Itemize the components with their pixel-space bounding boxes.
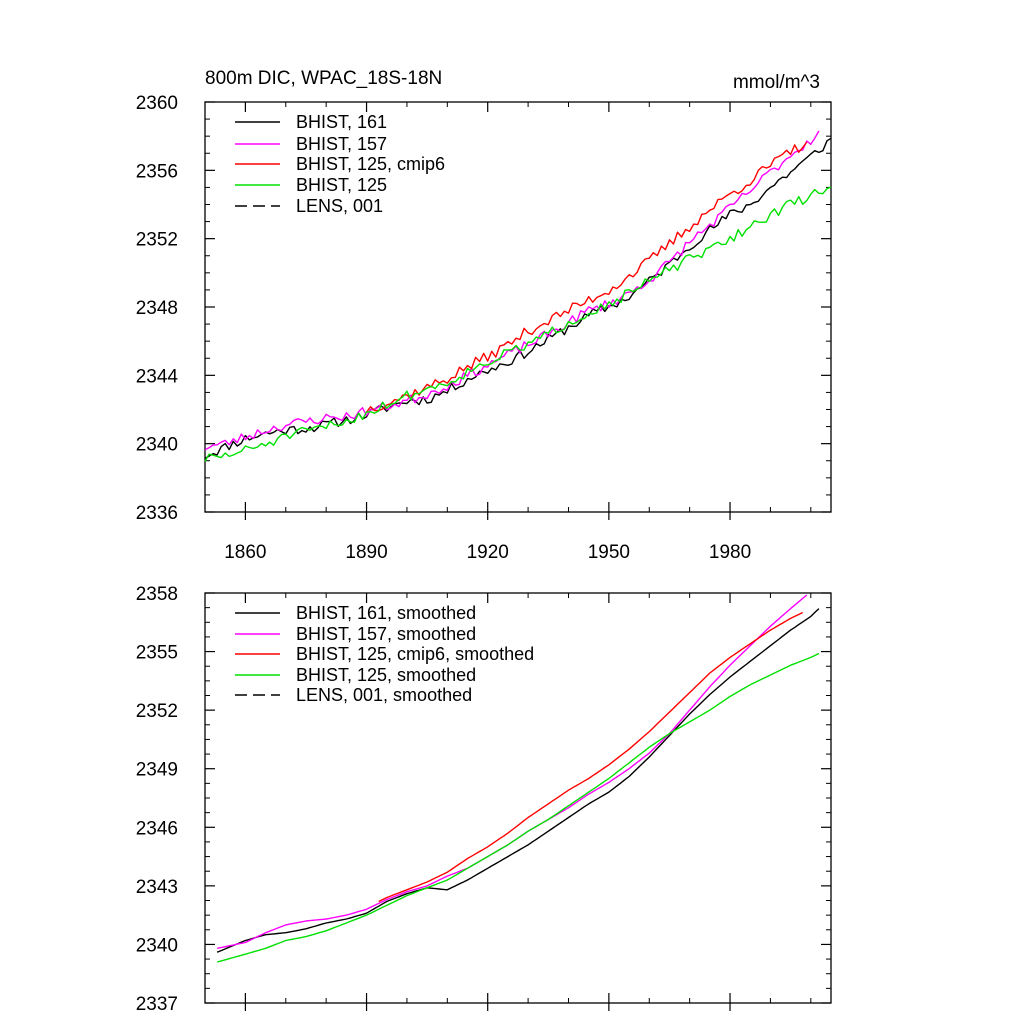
y-tick-label: 2358: [136, 584, 178, 605]
legend-label: BHIST, 161, smoothed: [296, 603, 476, 623]
y-tick-label: 2336: [136, 503, 178, 524]
x-tick-label: 1890: [345, 542, 387, 563]
y-tick-label: 2343: [136, 877, 178, 898]
legend-label: BHIST, 161: [296, 112, 387, 132]
x-tick-label: 1920: [467, 542, 509, 563]
y-tick-label: 2346: [136, 818, 178, 839]
y-tick-label: 2340: [136, 935, 178, 956]
top-legend: BHIST, 161 BHIST, 157 BHIST, 125, cmip6 …: [235, 112, 445, 216]
legend-label: BHIST, 157: [296, 134, 387, 154]
x-tick-label: 1860: [224, 542, 266, 563]
top-chart-units: mmol/m^3: [733, 72, 820, 93]
legend-label: BHIST, 157, smoothed: [296, 624, 476, 644]
y-tick-label: 2337: [136, 994, 178, 1015]
y-tick-label: 2360: [136, 93, 178, 114]
legend-label: LENS, 001: [296, 196, 383, 216]
y-tick-label: 2355: [136, 643, 178, 664]
y-tick-label: 2352: [136, 701, 178, 722]
legend-label: BHIST, 125, cmip6: [296, 154, 445, 174]
y-tick-label: 2348: [136, 298, 178, 319]
top-axis-ticks: 1860 1890 1920 1950 1980 2336 2340 2344 2348 2352…: [136, 93, 831, 563]
legend-label: BHIST, 125, smoothed: [296, 665, 476, 685]
y-tick-label: 2344: [136, 366, 179, 387]
y-tick-label: 2340: [136, 435, 178, 456]
bottom-panel: 2337 2340 2343 2346 2349 2352 2355 2358 BHIST, …: [136, 584, 832, 1015]
bottom-legend: BHIST, 161, smoothed BHIST, 157, smoothe…: [235, 603, 534, 705]
x-tick-label: 1950: [588, 542, 630, 563]
top-chart-title: 800m DIC, WPAC_18S-18N: [205, 68, 442, 89]
legend-label: BHIST, 125, cmip6, smoothed: [296, 644, 534, 664]
series-line: [378, 611, 804, 903]
x-tick-label: 1980: [709, 542, 751, 563]
series-line: [365, 141, 808, 413]
y-tick-label: 2356: [136, 161, 178, 182]
series-line: [216, 652, 820, 963]
series-line: [204, 130, 820, 451]
series-line: [216, 608, 820, 953]
top-panel: 1860 1890 1920 1950 1980 2336 2340 2344 2348 2352…: [136, 68, 832, 563]
top-series-lines: [204, 130, 832, 462]
series-line: [204, 186, 832, 462]
bottom-axis-ticks: 2337 2340 2343 2346 2349 2352 2355 2358: [136, 584, 831, 1015]
y-tick-label: 2349: [136, 760, 178, 781]
legend-label: LENS, 001, smoothed: [296, 685, 472, 705]
series-line: [204, 137, 832, 459]
legend-label: BHIST, 125: [296, 175, 387, 195]
y-tick-label: 2352: [136, 230, 178, 251]
bottom-series-lines: [216, 594, 820, 963]
